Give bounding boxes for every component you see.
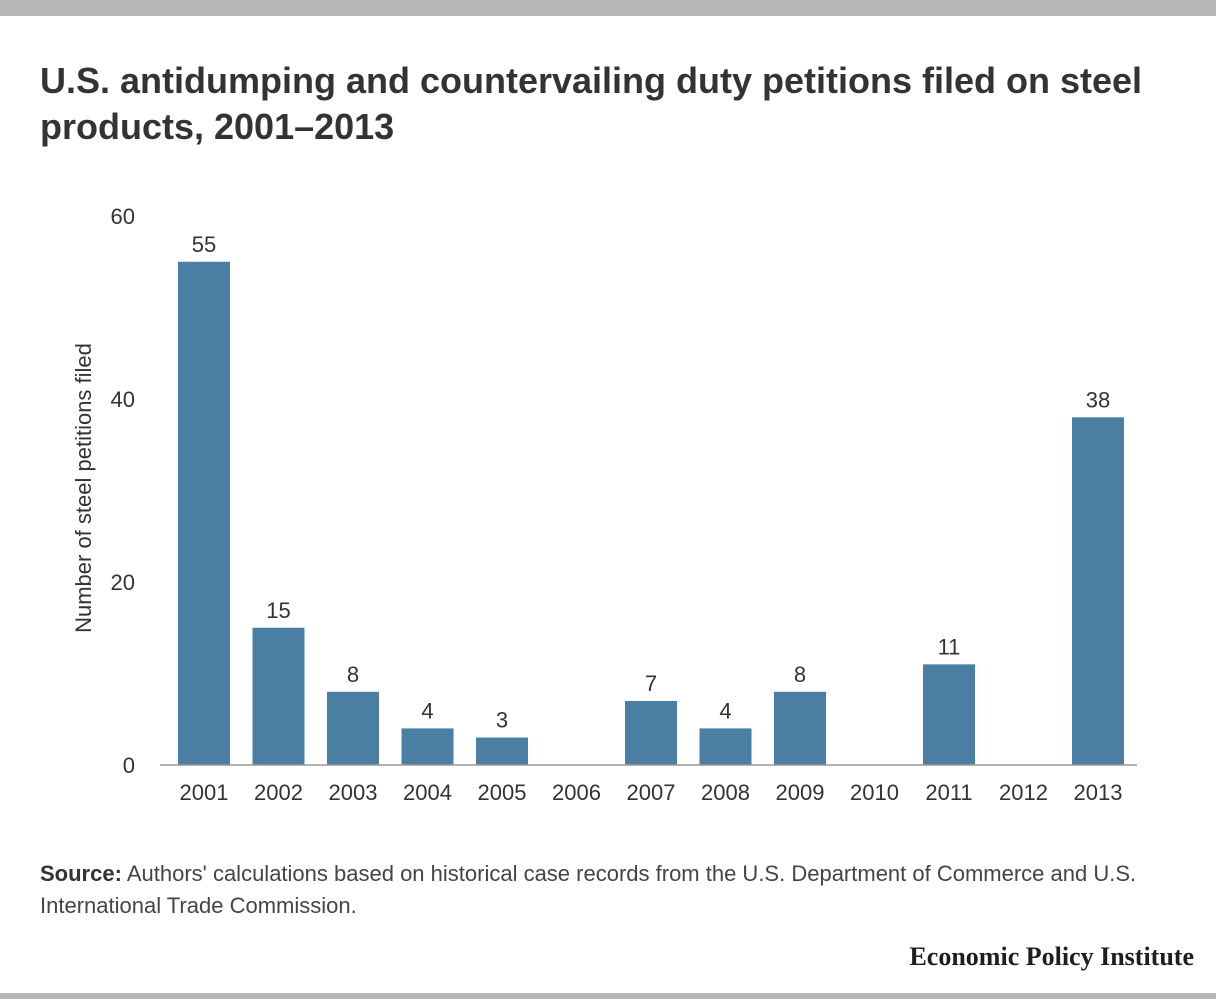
top-border-bar xyxy=(0,0,1216,16)
bar-2011 xyxy=(923,664,975,765)
bar-2008 xyxy=(699,728,752,765)
source-label: Source: xyxy=(40,861,122,886)
bar-2013 xyxy=(1072,417,1124,765)
bottom-border-bar xyxy=(0,993,1216,999)
x-tick-label-2001: 2001 xyxy=(180,780,229,805)
x-tick-label-2004: 2004 xyxy=(403,780,452,805)
data-label-2008: 4 xyxy=(719,698,731,723)
y-tick-label-3: 60 xyxy=(111,204,135,229)
x-tick-label-2011: 2011 xyxy=(925,780,972,805)
x-tick-label-2002: 2002 xyxy=(254,780,303,805)
x-tick-label-2013: 2013 xyxy=(1074,780,1123,805)
y-axis-title: Number of steel petitions filed xyxy=(71,343,96,633)
data-label-2005: 3 xyxy=(496,708,508,733)
bar-2001 xyxy=(178,261,230,765)
x-tick-label-2012: 2012 xyxy=(999,780,1048,805)
source-note: Source: Authors' calculations based on h… xyxy=(40,858,1190,922)
bar-2002 xyxy=(252,627,305,765)
data-label-2011: 11 xyxy=(938,634,961,659)
y-tick-label-1: 20 xyxy=(111,570,135,595)
x-tick-label-2009: 2009 xyxy=(776,780,825,805)
data-label-2003: 8 xyxy=(347,662,359,687)
bar-2009 xyxy=(774,691,826,765)
data-label-2004: 4 xyxy=(421,698,433,723)
data-label-2013: 38 xyxy=(1086,387,1110,412)
x-tick-label-2010: 2010 xyxy=(850,780,899,805)
bar-2004 xyxy=(401,728,454,765)
y-tick-label-0: 0 xyxy=(123,753,135,778)
x-tick-label-2003: 2003 xyxy=(329,780,378,805)
x-tick-label-2005: 2005 xyxy=(478,780,527,805)
bar-2005 xyxy=(476,737,528,765)
data-label-2001: 55 xyxy=(192,232,216,257)
x-tick-label-2007: 2007 xyxy=(627,780,676,805)
data-label-2009: 8 xyxy=(794,662,806,687)
chart-title: U.S. antidumping and countervailing duty… xyxy=(40,60,1143,147)
data-label-2007: 7 xyxy=(645,671,657,696)
y-tick-label-2: 40 xyxy=(111,387,135,412)
brand-logo: Economic Policy Institute xyxy=(909,942,1194,971)
bar-2007 xyxy=(625,700,677,765)
source-text: Authors' calculations based on historica… xyxy=(40,861,1137,918)
data-label-2002: 15 xyxy=(266,598,290,623)
x-tick-label-2008: 2008 xyxy=(701,780,750,805)
bar-chart: 0 20 40 60 Number of steel petitions filed 55… xyxy=(71,204,1137,805)
x-tick-label-2006: 2006 xyxy=(552,780,601,805)
bar-2003 xyxy=(327,691,379,765)
